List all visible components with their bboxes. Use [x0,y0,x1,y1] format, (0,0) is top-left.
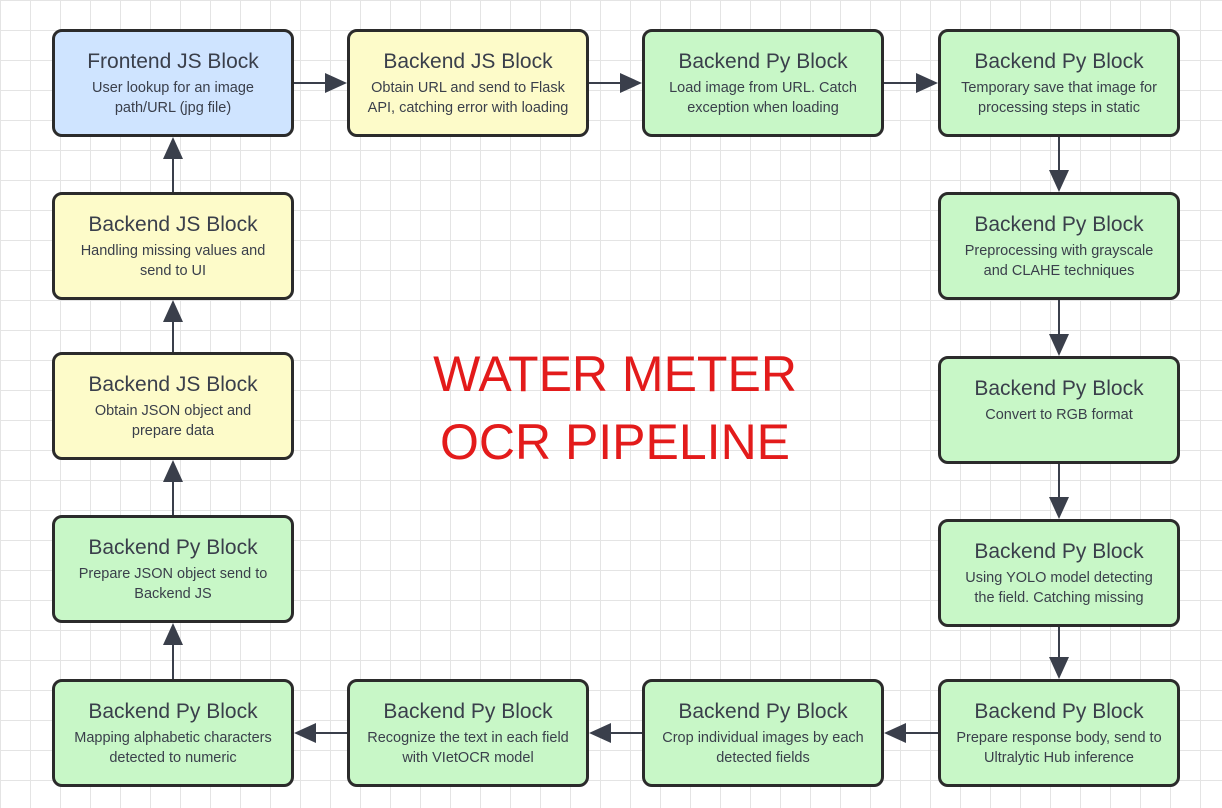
arrowhead-icon [294,723,316,743]
block-desc: Load image from URL. Catch exception whe… [669,80,857,116]
block-desc: Mapping alphabetic characters detected t… [74,730,272,766]
connector-arrow-1 [294,73,347,93]
block-desc: Prepare response body, send to Ultralyti… [956,730,1162,766]
arrowhead-icon [1049,334,1069,356]
arrowhead-icon [325,73,347,93]
block-5-backend-py: Backend Py Block Preprocessing with gray… [938,192,1180,300]
block-desc: Recognize the text in each field with VI… [367,730,569,766]
connector-arrow-14 [163,137,183,192]
block-3-backend-py: Backend Py Block Load image from URL. Ca… [642,29,884,137]
diagram-title: WATER METER OCR PIPELINE [380,340,850,476]
connector-arrow-4 [1049,137,1069,192]
arrowhead-icon [916,73,938,93]
block-title: Backend Py Block [678,700,848,723]
connector-arrow-11 [163,623,183,679]
block-2-backend-js: Backend JS Block Obtain URL and send to … [347,29,589,137]
connector-arrow-3 [884,73,938,93]
arrowhead-icon [620,73,642,93]
block-14-backend-js: Backend JS Block Handling missing values… [52,192,294,300]
block-title: Backend Py Block [88,700,258,723]
arrowhead-icon [1049,170,1069,192]
block-6-backend-py: Backend Py Block Convert to RGB format [938,356,1180,464]
block-8-backend-py: Backend Py Block Prepare response body, … [938,679,1180,787]
block-7-backend-py: Backend Py Block Using YOLO model detect… [938,519,1180,627]
diagram-title-line-1: WATER METER [433,346,797,402]
connector-arrow-7 [1049,627,1069,679]
block-desc: Using YOLO model detecting the field. Ca… [965,570,1153,606]
block-10-backend-py: Backend Py Block Recognize the text in e… [347,679,589,787]
block-1-frontend-js: Frontend JS Block User lookup for an ima… [52,29,294,137]
block-desc: Handling missing values and send to UI [80,243,266,279]
block-title: Frontend JS Block [87,50,259,73]
block-title: Backend JS Block [88,373,258,396]
connector-arrow-6 [1049,464,1069,519]
connector-arrow-13 [163,300,183,352]
connector-arrow-10 [294,723,347,743]
connector-arrow-5 [1049,300,1069,356]
connector-arrow-2 [589,73,642,93]
block-title: Backend Py Block [974,377,1144,400]
connector-arrow-9 [589,723,642,743]
block-title: Backend Py Block [678,50,848,73]
block-desc: Convert to RGB format [985,407,1133,423]
arrowhead-icon [163,300,183,322]
block-title: Backend JS Block [383,50,553,73]
block-desc: User lookup for an image path/URL (jpg f… [92,80,254,116]
diagram-title-line-2: OCR PIPELINE [439,414,791,470]
block-4-backend-py: Backend Py Block Temporary save that ima… [938,29,1180,137]
block-title: Backend Py Block [88,536,258,559]
block-desc: Preprocessing with grayscale and CLAHE t… [964,243,1154,279]
arrowhead-icon [589,723,611,743]
arrowhead-icon [884,723,906,743]
connector-arrow-12 [163,460,183,515]
block-title: Backend JS Block [88,213,258,236]
block-title: Backend Py Block [974,540,1144,563]
block-13-backend-js: Backend JS Block Obtain JSON object and … [52,352,294,460]
arrowhead-icon [163,137,183,159]
arrowhead-icon [163,460,183,482]
block-11-backend-py: Backend Py Block Mapping alphabetic char… [52,679,294,787]
arrowhead-icon [163,623,183,645]
block-desc: Obtain URL and send to Flask API, catchi… [367,80,569,116]
block-title: Backend Py Block [974,50,1144,73]
block-title: Backend Py Block [383,700,553,723]
block-desc: Prepare JSON object send to Backend JS [78,566,268,602]
block-title: Backend Py Block [974,213,1144,236]
block-9-backend-py: Backend Py Block Crop individual images … [642,679,884,787]
block-12-backend-py: Backend Py Block Prepare JSON object sen… [52,515,294,623]
block-desc: Temporary save that image for processing… [961,80,1157,116]
block-desc: Crop individual images by each detected … [662,730,864,766]
arrowhead-icon [1049,497,1069,519]
arrowhead-icon [1049,657,1069,679]
block-title: Backend Py Block [974,700,1144,723]
connector-arrow-8 [884,723,938,743]
block-desc: Obtain JSON object and prepare data [94,403,252,439]
